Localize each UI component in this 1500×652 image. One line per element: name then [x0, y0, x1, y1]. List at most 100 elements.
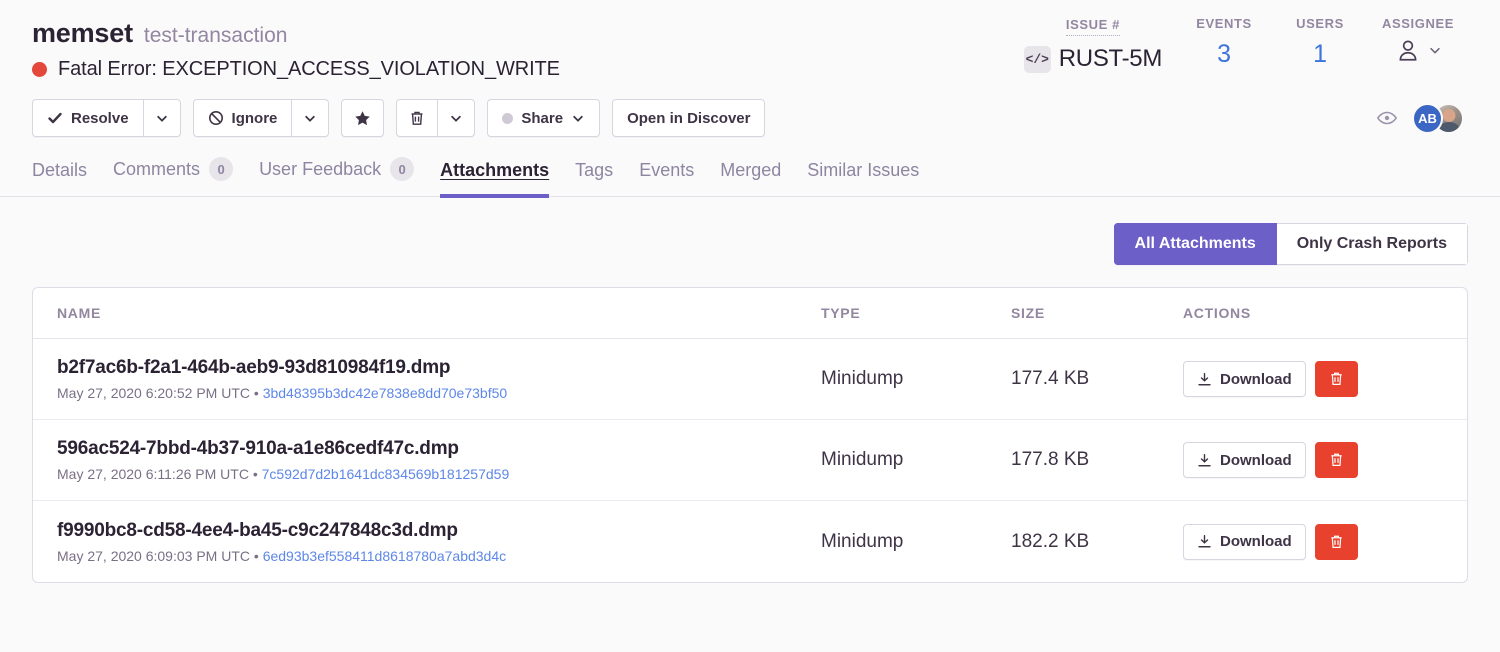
ignore-group: Ignore: [192, 99, 330, 137]
attachment-type: Minidump: [821, 449, 904, 470]
trash-icon: [1329, 371, 1344, 387]
stat-events: EVENTS 3: [1176, 16, 1272, 69]
transaction-name: test-transaction: [143, 24, 288, 47]
issue-stats: ISSUE # </> RUST-5M EVENTS 3 USERS 1 ASS…: [1010, 14, 1468, 73]
download-label: Download: [1220, 533, 1292, 550]
tab-tags[interactable]: Tags: [575, 160, 613, 198]
tabs-divider: [0, 196, 1500, 197]
star-icon: [354, 110, 371, 127]
table-row: b2f7ac6b-f2a1-464b-aeb9-93d810984f19.dmp…: [33, 339, 1467, 420]
resolve-button[interactable]: Resolve: [32, 99, 144, 137]
attachment-filename: b2f7ac6b-f2a1-464b-aeb9-93d810984f19.dmp: [57, 357, 451, 378]
attachment-event-id[interactable]: 7c592d7d2b1641dc834569b181257d59: [261, 466, 510, 482]
filter-all-attachments[interactable]: All Attachments: [1113, 223, 1277, 265]
delete-attachment-button[interactable]: [1314, 361, 1358, 397]
stat-users-label: USERS: [1296, 16, 1344, 31]
delete-attachment-button[interactable]: [1314, 523, 1358, 560]
tab-label: User Feedback: [259, 158, 382, 179]
tab-comments[interactable]: Comments 0: [113, 157, 234, 198]
table-row: 596ac524-7bbd-4b37-910a-a1e86cedf47c.dmp…: [33, 420, 1467, 501]
ignore-button[interactable]: Ignore: [192, 99, 293, 137]
tab-label: Similar Issues: [807, 160, 920, 180]
attachment-filename: 596ac524-7bbd-4b37-910a-a1e86cedf47c.dmp: [57, 438, 459, 459]
stat-issue-id: ISSUE # </> RUST-5M: [1010, 16, 1176, 73]
issue-tabs: Details Comments 0 User Feedback 0 Attac…: [0, 157, 1500, 198]
attachment-event-id[interactable]: 6ed93b3ef558411d8618780a7abd3d4c: [262, 547, 507, 564]
resolve-label: Resolve: [71, 109, 129, 127]
share-label: Share: [521, 109, 564, 127]
project-name: memset: [32, 18, 133, 48]
mute-icon: [208, 110, 224, 126]
download-button[interactable]: Download: [1183, 442, 1306, 478]
attachment-size: 182.2 KB: [1011, 530, 1090, 552]
resolve-group: Resolve: [32, 99, 181, 137]
table-header-row: NAME TYPE SIZE ACTIONS: [33, 288, 1467, 339]
attachment-type: Minidump: [821, 530, 904, 552]
attachment-actions: Download: [1177, 442, 1467, 478]
download-icon: [1197, 453, 1212, 468]
column-header-name: NAME: [57, 305, 102, 321]
tab-similar-issues[interactable]: Similar Issues: [807, 160, 919, 198]
stat-issue-id-label: ISSUE #: [1065, 17, 1120, 36]
open-in-discover-button[interactable]: Open in Discover: [612, 99, 766, 137]
attachment-name-cell: 596ac524-7bbd-4b37-910a-a1e86cedf47c.dmp…: [33, 438, 815, 482]
stat-users-value[interactable]: 1: [1313, 40, 1327, 68]
tab-badge: 0: [209, 157, 234, 181]
delete-group: [396, 99, 476, 137]
attachment-actions: Download: [1177, 523, 1467, 560]
trash-icon: [1329, 452, 1344, 468]
trash-icon: [1329, 534, 1344, 550]
assignee-selector[interactable]: [1382, 37, 1454, 63]
download-button[interactable]: Download: [1183, 361, 1306, 397]
attachment-filename: f9990bc8-cd58-4ee4-ba45-c9c247848c3d.dmp: [57, 519, 458, 541]
download-icon: [1197, 372, 1212, 387]
column-header-actions: ACTIONS: [1183, 305, 1251, 321]
attachment-meta: May 27, 2020 6:11:26 PM UTC • 7c592d7d2b…: [57, 466, 809, 482]
attachment-timestamp: May 27, 2020 6:20:52 PM UTC: [57, 385, 250, 401]
delete-issue-button[interactable]: [396, 99, 439, 137]
download-button[interactable]: Download: [1183, 523, 1306, 560]
watchers-area: AB: [1376, 102, 1468, 134]
issue-title-block: memset test-transaction Fatal Error: EXC…: [32, 14, 560, 81]
user-icon: [1395, 37, 1421, 63]
download-label: Download: [1220, 451, 1292, 469]
attachment-event-id[interactable]: 3bd48395b3dc42e7838e8dd70e73bf50: [262, 385, 508, 401]
tab-badge: 0: [390, 157, 415, 181]
avatar-group[interactable]: AB: [1412, 102, 1464, 134]
tab-user-feedback[interactable]: User Feedback 0: [259, 157, 415, 198]
tab-label: Merged: [720, 160, 782, 180]
error-title: Fatal Error: EXCEPTION_ACCESS_VIOLATION_…: [58, 58, 560, 80]
ignore-dropdown-button[interactable]: [292, 99, 330, 137]
meta-separator: •: [253, 385, 259, 401]
tab-label: Attachments: [440, 160, 550, 180]
tab-events[interactable]: Events: [639, 160, 694, 198]
issue-header: memset test-transaction Fatal Error: EXC…: [0, 0, 1500, 137]
delete-attachment-button[interactable]: [1314, 442, 1358, 478]
share-group: Share: [487, 99, 601, 137]
tab-attachments[interactable]: Attachments: [440, 160, 550, 198]
column-header-size: SIZE: [1011, 305, 1045, 321]
column-header-type: TYPE: [821, 305, 861, 321]
bookmark-button[interactable]: [341, 99, 385, 137]
discover-group: Open in Discover: [612, 99, 766, 137]
share-button[interactable]: Share: [487, 99, 601, 137]
meta-separator: •: [252, 466, 258, 482]
attachment-timestamp: May 27, 2020 6:09:03 PM UTC: [57, 547, 250, 564]
filter-only-crash-reports[interactable]: Only Crash Reports: [1276, 223, 1468, 265]
resolve-dropdown-button[interactable]: [143, 99, 181, 137]
tab-details[interactable]: Details: [32, 160, 87, 198]
eye-icon[interactable]: [1376, 107, 1398, 129]
chevron-down-icon: [1428, 43, 1442, 57]
tab-label: Details: [32, 160, 88, 180]
ignore-label: Ignore: [231, 109, 278, 127]
attachment-filter-toggle: All Attachments Only Crash Reports: [1113, 223, 1468, 265]
stat-issue-id-value: RUST-5M: [1058, 45, 1163, 72]
attachment-size: 177.4 KB: [1011, 368, 1090, 389]
stat-events-label: EVENTS: [1196, 16, 1252, 31]
stat-events-value[interactable]: 3: [1217, 40, 1231, 68]
discover-label: Open in Discover: [627, 109, 751, 127]
stat-users: USERS 1: [1272, 16, 1368, 69]
tab-merged[interactable]: Merged: [720, 160, 781, 198]
delete-dropdown-button[interactable]: [438, 99, 476, 137]
avatar[interactable]: AB: [1412, 102, 1443, 134]
